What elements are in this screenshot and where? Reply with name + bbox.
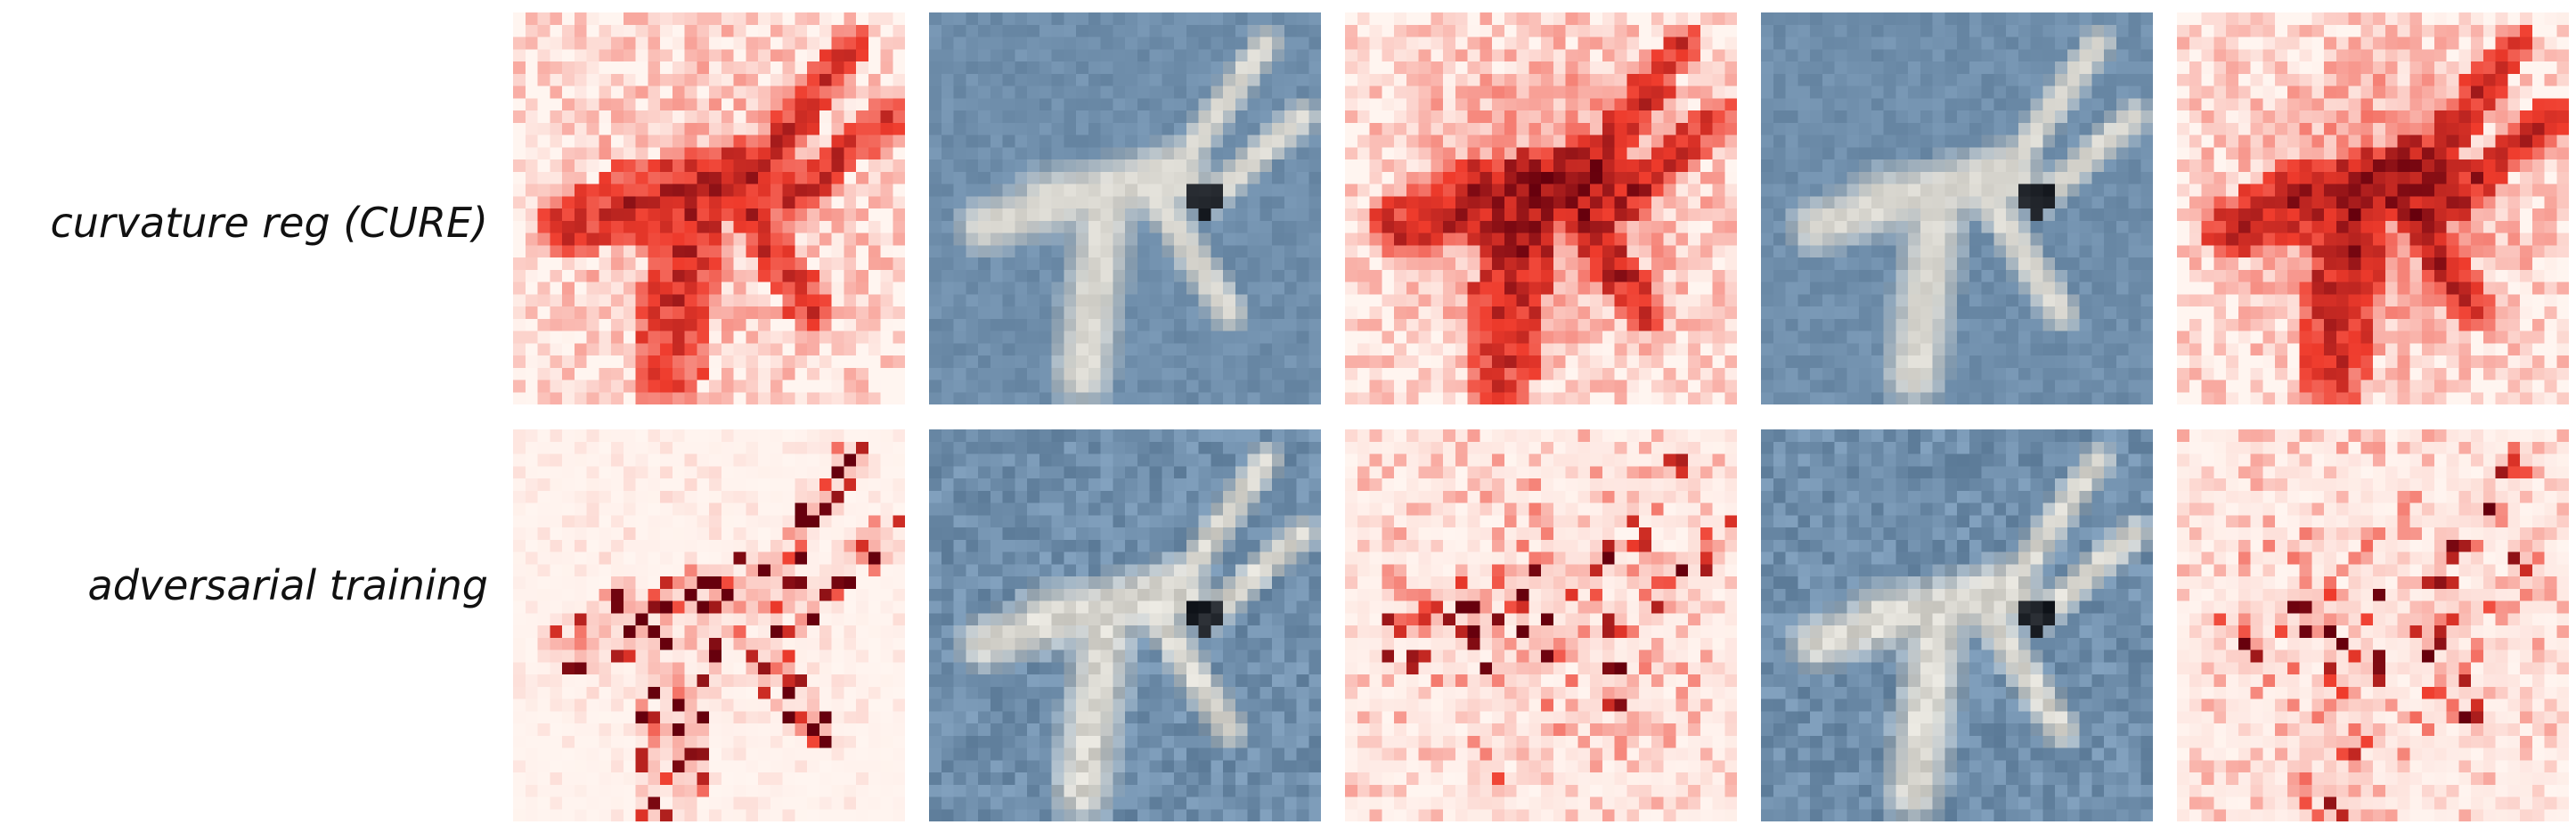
tile-adv-image-1 [929,429,1321,821]
row-label-cure: curvature reg (CURE) [50,199,488,247]
tile-cure-saliency-2 [1345,12,1737,404]
tile-adv-image-2 [1761,429,2153,821]
tile-adv-saliency-1 [513,429,905,821]
tile-cure-saliency-3 [2177,12,2569,404]
tile-adv-saliency-3 [2177,429,2569,821]
tile-cure-saliency-1 [513,12,905,404]
tile-adv-saliency-2 [1345,429,1737,821]
tile-cure-image-2 [1761,12,2153,404]
tile-cure-image-1 [929,12,1321,404]
row-label-adversarial: adversarial training [87,561,488,609]
